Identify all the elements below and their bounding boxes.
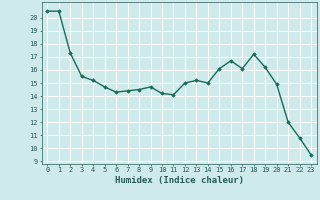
X-axis label: Humidex (Indice chaleur): Humidex (Indice chaleur) — [115, 176, 244, 185]
